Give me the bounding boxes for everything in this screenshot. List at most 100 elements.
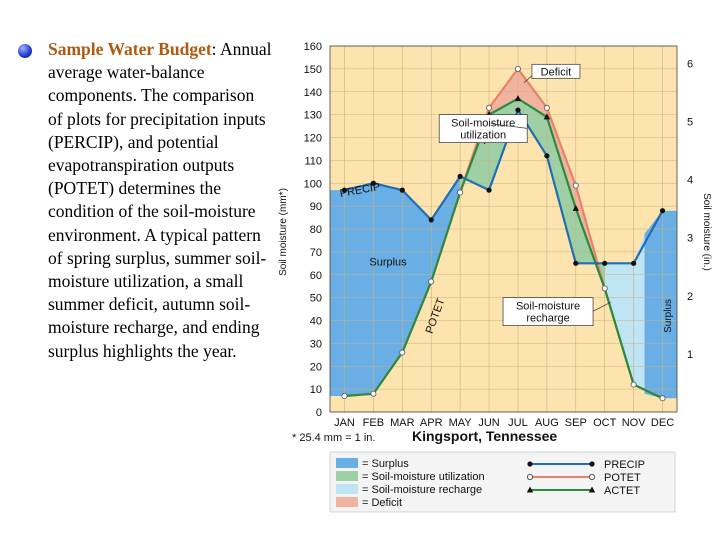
annotation-recharge-line1: Soil-moisture [516,301,580,313]
legend-marker [588,473,596,481]
legend-fill-label: = Soil-moisture utilization [362,471,485,483]
potet-point [514,65,521,72]
legend-marker [526,473,534,481]
legend-marker [588,486,596,493]
potet-point [486,104,493,111]
x-tick-label: OCT [593,417,617,429]
potet-point [341,392,348,399]
legend-box [329,451,676,513]
y-tick-label: 40 [310,316,322,328]
surplus-area-spring [330,176,461,396]
potet-point [399,349,406,356]
y-tick-label-right: 5 [687,116,693,128]
legend-fill-label: = Surplus [362,458,409,470]
deficit-leader [523,75,533,83]
precip-point [341,187,348,193]
precip-point [659,208,666,214]
legend-swatch [336,484,358,494]
water-budget-chart: 0 10 20 30 40 50 60 70 80 90 100 110 120 130 140 150 160… [278,41,712,513]
potet-point [428,278,435,285]
bullet-body: Annual average water-balance components.… [48,39,272,361]
precip-point [428,217,434,223]
y-tick-label-right: 4 [687,175,693,187]
annotation-utilization-line1: Soil-moisture [451,118,515,130]
precip-point [486,187,492,193]
x-tick-label: SEP [565,417,587,429]
legend-swatch [336,471,358,481]
legend-fill-label: = Soil-moisture recharge [362,484,482,496]
deficit-label-box [531,63,581,79]
recharge-label-box [502,297,594,326]
y-tick-label: 100 [304,178,322,190]
y-tick-label-right: 3 [687,233,693,245]
annotation-deficit: Deficit [541,66,572,78]
surplus-area-winter [644,210,677,399]
potet-point [543,104,550,111]
potet-point [457,189,464,196]
legend-line-label: PRECIP [604,459,645,471]
legend-marker [589,461,595,467]
x-tick-label: APR [420,417,443,429]
y-tick-label: 150 [304,64,322,76]
legend-line-label: ACTET [604,485,640,497]
precip-point [515,107,521,113]
y-tick-label-right: 2 [687,291,693,303]
x-tick-label: MAY [449,417,473,429]
y-tick-label: 20 [310,361,322,373]
precip-point [573,260,579,266]
y-tick-label: 50 [310,293,322,305]
chart-title: Kingsport, Tennessee [412,428,557,444]
precip-line [344,107,664,265]
legend-swatch [336,458,358,468]
x-tick-label: MAR [390,417,415,429]
x-tick-label: NOV [622,417,647,429]
y-tick-label: 60 [310,270,322,282]
actet-line [344,97,664,400]
utilization-leader [490,123,528,129]
y-tick-label: 160 [304,41,322,53]
precip-point [602,260,608,266]
legend-swatch [336,497,358,507]
annotation-utilization-line2: utilization [460,130,506,142]
y-tick-label: 70 [310,247,322,259]
precip-point [631,260,637,266]
legend-fill-label: = Deficit [362,497,402,509]
annotation-recharge-line2: recharge [526,313,569,325]
x-tick-label: JUN [478,417,499,429]
legend-marker [527,461,533,467]
legend-line-label: POTET [604,472,641,484]
utilization-label-box [438,114,528,143]
potet-point [370,390,377,397]
precip-point [544,153,550,159]
y-tick-label: 0 [316,407,322,419]
y-tick-label-right: 6 [687,58,693,70]
legend-marker [526,486,534,493]
y-axis-label-left: Soil moisture (mm*) [278,188,289,276]
potet-point [601,285,608,292]
precip-point [399,187,405,193]
potet-point [630,381,637,388]
bullet-title-colon: : [211,39,217,59]
x-tick-label: JUL [508,417,528,429]
y-tick-label: 10 [310,384,322,396]
y-tick-label: 80 [310,224,322,236]
bullet-text: Sample Water Budget: Annual average wate… [48,38,273,363]
plot-frame [329,45,678,413]
bullet-icon [18,44,32,58]
actet-point [572,204,579,211]
bullet-title: Sample Water Budget [48,39,212,59]
y-tick-label: 90 [310,201,322,213]
footnote: * 25.4 mm = 1 in. [292,432,375,444]
annotation-surplus: Surplus [369,257,407,269]
x-tick-label: AUG [535,417,559,429]
recharge-leader [592,301,611,312]
y-tick-label: 130 [304,110,322,122]
utilization-area [460,98,605,289]
y-tick-label: 30 [310,338,322,350]
precip-point [457,173,463,179]
y-axis-label-right: Soil moisture (in.) [701,193,712,271]
x-tick-label: JAN [334,417,355,429]
actet-point [543,113,551,120]
annotation-surplus-winter: Surplus [663,299,674,333]
x-tick-label: FEB [363,417,384,429]
